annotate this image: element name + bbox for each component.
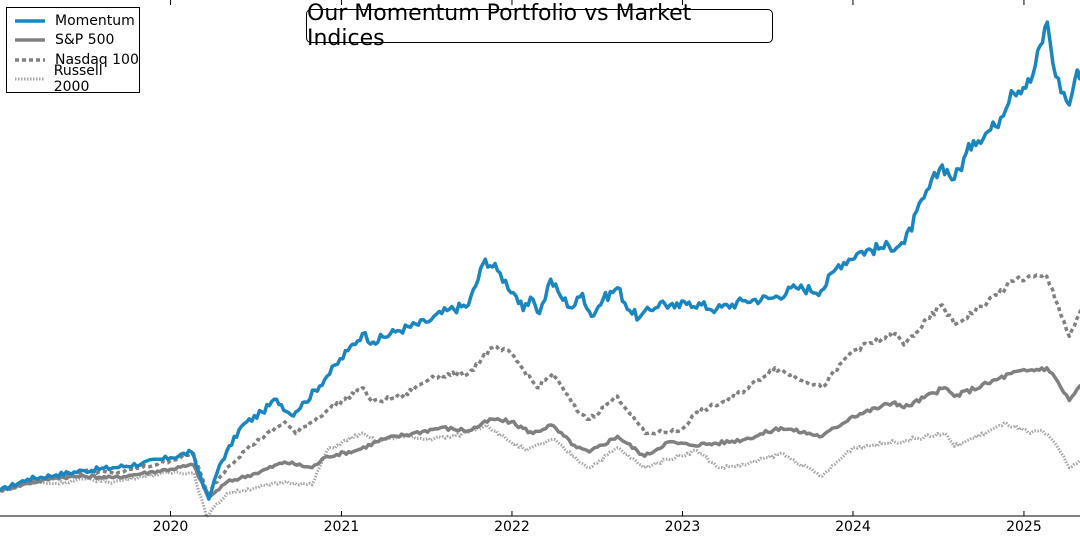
x-tick-label: 2025 — [1006, 519, 1042, 535]
series-line-momentum — [0, 20, 1080, 501]
series-line-nasdaq-100 — [0, 272, 1080, 496]
legend: Momentum S&P 500 Nasdaq 100 Russell 2000 — [6, 7, 140, 95]
legend-swatch-russell2000 — [15, 77, 44, 81]
series-line-russell-2000 — [0, 421, 1080, 518]
plot-lines — [0, 20, 1080, 518]
legend-item-russell2000: Russell 2000 — [15, 63, 139, 95]
legend-swatch-nasdaq100 — [15, 58, 45, 62]
legend-label: Momentum — [55, 13, 135, 29]
series-line-s-p-500 — [0, 366, 1080, 500]
x-tick-label: 2021 — [324, 519, 360, 535]
x-tick-label: 2020 — [153, 519, 189, 535]
legend-item-nasdaq100: Nasdaq 100 — [15, 51, 139, 69]
x-axis-ticks: 2020 2021 2022 2023 2024 2025 — [153, 0, 1042, 535]
legend-item-sp500: S&P 500 — [15, 31, 114, 49]
legend-item-momentum: Momentum — [15, 12, 135, 30]
legend-swatch-sp500 — [15, 38, 45, 42]
legend-label: Russell 2000 — [53, 63, 103, 95]
legend-swatch-momentum — [15, 19, 45, 23]
legend-label: S&P 500 — [55, 32, 115, 48]
chart-title: Our Momentum Portfolio vs Market Indices — [306, 1, 773, 51]
x-tick-label: 2024 — [835, 519, 871, 535]
legend-label: Nasdaq 100 — [55, 52, 139, 68]
x-tick-label: 2022 — [494, 519, 530, 535]
x-tick-label: 2023 — [665, 519, 701, 535]
